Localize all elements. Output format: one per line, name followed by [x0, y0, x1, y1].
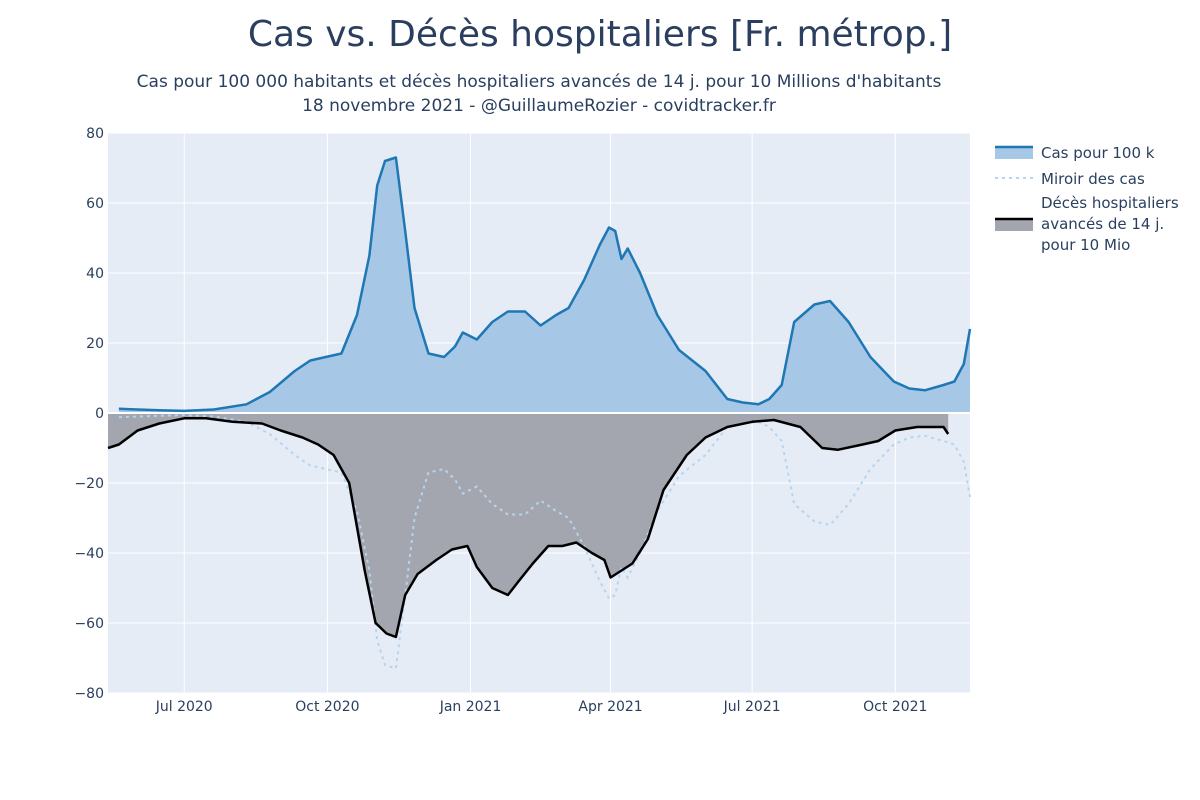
- cases-line: [118, 156, 972, 413]
- y-tick-label: 40: [86, 266, 104, 282]
- y-tick-label: 60: [86, 196, 104, 212]
- x-tick-label: Jul 2021: [723, 699, 781, 715]
- x-tick-label: Jul 2020: [155, 699, 213, 715]
- y-tick-label: 20: [86, 336, 104, 352]
- chart-title: Cas vs. Décès hospitaliers [Fr. métrop.]: [247, 14, 953, 55]
- y-tick-label: −40: [74, 546, 104, 562]
- chart-subtitle: Cas pour 100 000 habitants et décès hosp…: [0, 70, 1078, 118]
- x-tick-label: Oct 2021: [863, 699, 927, 715]
- legend-swatch-cases: [995, 147, 1033, 159]
- y-tick-label: −60: [74, 616, 104, 632]
- x-axis: Jul 2020 Oct 2020 Jan 2021 Apr 2021 Jul 2021…: [155, 699, 928, 715]
- y-tick-label: −20: [74, 476, 104, 492]
- x-tick-label: Jan 2021: [439, 699, 502, 715]
- y-tick-label: 0: [95, 406, 104, 422]
- legend: Cas pour 100 k Miroir des cas Décès hospit…: [995, 144, 1179, 254]
- series-lines: [107, 156, 972, 670]
- legend-label-mirror: Miroir des cas: [1041, 170, 1145, 188]
- subtitle-line-1: Cas pour 100 000 habitants et décès hosp…: [136, 72, 942, 92]
- y-tick-label: −80: [74, 686, 104, 702]
- x-tick-label: Apr 2021: [578, 699, 642, 715]
- deaths-area: [108, 413, 949, 637]
- y-tick-label: 80: [86, 126, 104, 142]
- cases-area: [118, 157, 970, 413]
- legend-swatch-deaths: [995, 219, 1033, 231]
- x-tick-label: Oct 2020: [295, 699, 359, 715]
- deaths-line: [107, 417, 950, 639]
- legend-label-deaths: pour 10 Mio: [1041, 236, 1130, 254]
- series-areas: [108, 157, 970, 637]
- y-axis: 80 60 40 20 0 −20 −40 −60 −80: [74, 126, 104, 702]
- subtitle-line-2: 18 novembre 2021 - @GuillaumeRozier - co…: [302, 96, 776, 116]
- legend-label-deaths: avancés de 14 j.: [1041, 215, 1164, 233]
- legend-label-deaths: Décès hospitaliers: [1041, 194, 1179, 212]
- legend-label-cases: Cas pour 100 k: [1041, 144, 1155, 162]
